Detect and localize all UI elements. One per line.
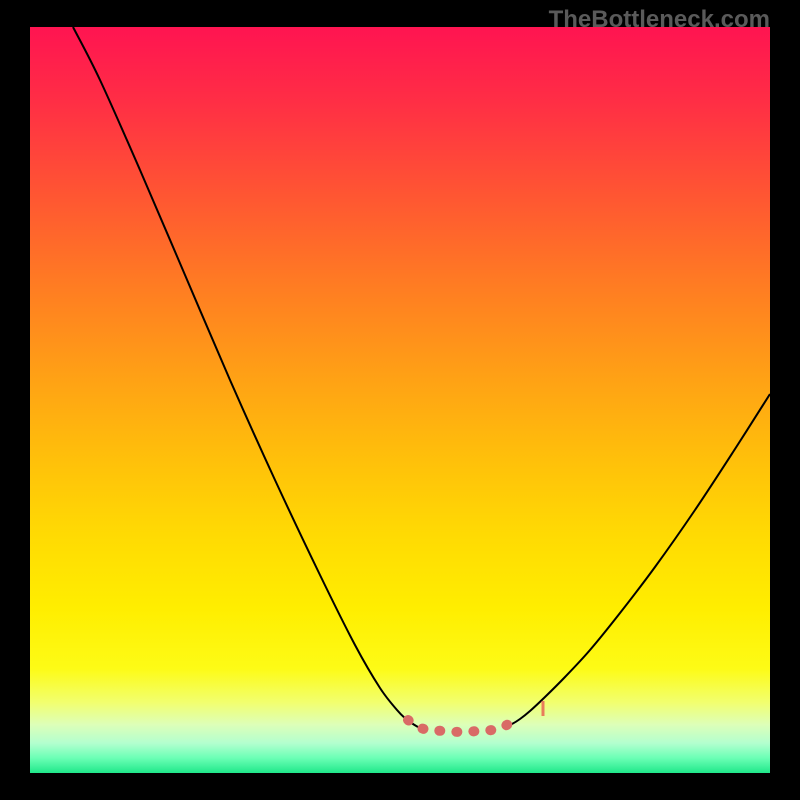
bottleneck-curve-right xyxy=(505,394,770,727)
watermark-text: TheBottleneck.com xyxy=(549,6,770,34)
chart-svg xyxy=(0,0,800,800)
bottleneck-curve-left xyxy=(73,27,418,727)
plateau-marker xyxy=(408,720,513,732)
